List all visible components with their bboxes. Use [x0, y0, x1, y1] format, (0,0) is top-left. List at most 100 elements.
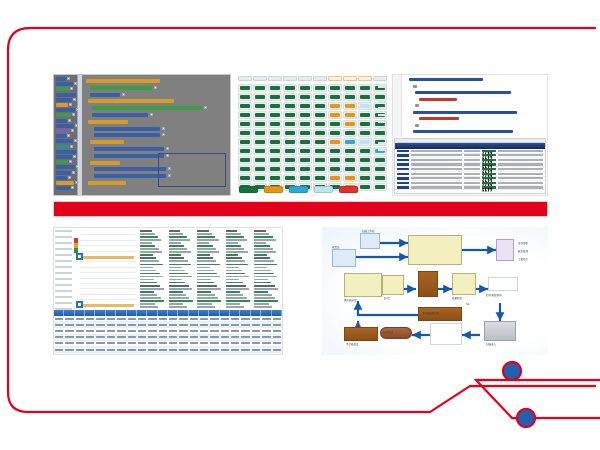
- grid-cell[interactable]: [268, 156, 282, 164]
- gantt-bar[interactable]: [82, 256, 134, 259]
- grid-cell[interactable]: [298, 165, 312, 173]
- grid-cell[interactable]: [253, 120, 267, 128]
- grid-cell[interactable]: [238, 147, 252, 155]
- grid-cell[interactable]: [328, 120, 342, 128]
- grid-cell[interactable]: [343, 165, 357, 173]
- grid-cell[interactable]: [328, 84, 342, 92]
- grid-cell[interactable]: [238, 129, 252, 137]
- grid-cell[interactable]: [328, 93, 342, 101]
- grid-cell[interactable]: [343, 93, 357, 101]
- grid-cell[interactable]: [328, 156, 342, 164]
- grid-cell[interactable]: [313, 84, 327, 92]
- grid-cell[interactable]: [253, 129, 267, 137]
- grid-cell[interactable]: [313, 138, 327, 146]
- table-header-cell[interactable]: [106, 310, 117, 316]
- canvas-block[interactable]: [94, 147, 164, 151]
- blocks-palette[interactable]: [54, 75, 80, 195]
- grid-cell[interactable]: [343, 138, 357, 146]
- canvas-block[interactable]: [90, 85, 152, 90]
- grid-cell[interactable]: [268, 165, 282, 173]
- grid-cell[interactable]: [238, 138, 252, 146]
- grid-cell[interactable]: [328, 138, 342, 146]
- grid-cell[interactable]: [358, 93, 372, 101]
- table-header-row[interactable]: [54, 310, 282, 316]
- grid-cell[interactable]: [313, 147, 327, 155]
- palette-block[interactable]: [56, 160, 68, 165]
- grid-cell[interactable]: [283, 138, 297, 146]
- gantt-bar[interactable]: [82, 304, 134, 307]
- log-row[interactable]: [395, 177, 545, 182]
- palette-block[interactable]: [56, 149, 76, 154]
- table-row[interactable]: [54, 316, 282, 323]
- grid-cell[interactable]: [238, 84, 252, 92]
- palette-block[interactable]: [56, 77, 66, 81]
- grid-cell[interactable]: [298, 84, 312, 92]
- table-body[interactable]: [54, 316, 282, 354]
- grid-cell[interactable]: [313, 165, 327, 173]
- grid-cells[interactable]: [238, 84, 387, 191]
- palette-scrollbar[interactable]: [78, 75, 82, 195]
- gantt-node[interactable]: [76, 301, 83, 308]
- grid-cell[interactable]: [343, 156, 357, 164]
- node-reject-return[interactable]: [344, 327, 378, 341]
- grid-cell[interactable]: [343, 129, 357, 137]
- log-console[interactable]: [394, 138, 546, 194]
- table-row[interactable]: [54, 322, 282, 329]
- grid-cell[interactable]: [268, 84, 282, 92]
- grid-cell[interactable]: [283, 156, 297, 164]
- log-row[interactable]: [395, 149, 545, 154]
- grid-cell[interactable]: [268, 138, 282, 146]
- node-unloading[interactable]: [382, 275, 404, 295]
- log-row[interactable]: [395, 158, 545, 163]
- grid-cell[interactable]: [358, 183, 372, 191]
- grid-cell[interactable]: [313, 156, 327, 164]
- grid-cell[interactable]: [343, 111, 357, 119]
- grid-cell[interactable]: [358, 147, 372, 155]
- node-scan-entry[interactable]: [484, 321, 516, 341]
- table-row[interactable]: [54, 328, 282, 335]
- canvas-block[interactable]: [90, 92, 120, 97]
- grid-cell[interactable]: [373, 183, 387, 191]
- blocks-canvas[interactable]: [82, 75, 230, 195]
- palette-block[interactable]: [56, 155, 72, 159]
- grid-cell[interactable]: [298, 102, 312, 110]
- log-row[interactable]: [395, 181, 545, 186]
- grid-cell[interactable]: [268, 93, 282, 101]
- table-header-cell[interactable]: [168, 310, 179, 316]
- palette-block[interactable]: [56, 92, 76, 97]
- log-row[interactable]: [395, 186, 545, 191]
- grid-cell[interactable]: [373, 174, 387, 182]
- table-header-cell[interactable]: [75, 310, 86, 316]
- grid-cell[interactable]: [358, 102, 372, 110]
- table-header-cell[interactable]: [220, 310, 231, 316]
- table-header-cell[interactable]: [272, 310, 282, 316]
- data-table[interactable]: [54, 310, 282, 354]
- node-receiving-system[interactable]: [408, 235, 462, 265]
- palette-block[interactable]: [56, 170, 71, 175]
- node-wms-server[interactable]: [496, 239, 514, 261]
- node-scanner-station[interactable]: [360, 233, 380, 249]
- grid-cell[interactable]: [238, 111, 252, 119]
- gantt-node[interactable]: [76, 253, 83, 260]
- grid-cell[interactable]: [328, 174, 342, 182]
- grid-cell[interactable]: [253, 102, 267, 110]
- grid-cell[interactable]: [268, 147, 282, 155]
- palette-block[interactable]: [56, 175, 67, 180]
- table-header-cell[interactable]: [116, 310, 127, 316]
- code-editor[interactable]: [393, 75, 547, 137]
- log-toolbar[interactable]: [395, 139, 545, 143]
- grid-cell[interactable]: [373, 120, 387, 128]
- grid-cell[interactable]: [358, 111, 372, 119]
- grid-cell[interactable]: [283, 111, 297, 119]
- grid-cell[interactable]: [298, 111, 312, 119]
- grid-cell[interactable]: [253, 156, 267, 164]
- palette-block[interactable]: [56, 113, 71, 118]
- flowchart-panel[interactable]: 供应商送货 卸 货 质量检验 打印/粘贴条码 扫描录入 不合格品库 不合格品暂存…: [322, 227, 548, 355]
- palette-block[interactable]: [56, 144, 69, 149]
- canvas-block[interactable]: [92, 113, 148, 117]
- palette-block[interactable]: [56, 82, 73, 87]
- grid-cell[interactable]: [328, 129, 342, 137]
- canvas-block[interactable]: [94, 167, 166, 172]
- grid-cell[interactable]: [283, 102, 297, 110]
- grid-cell[interactable]: [298, 147, 312, 155]
